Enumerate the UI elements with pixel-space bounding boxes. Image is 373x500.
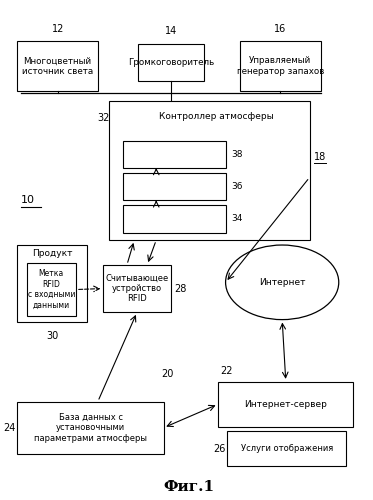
Text: Услуги отображения: Услуги отображения (241, 444, 333, 454)
FancyBboxPatch shape (103, 265, 171, 312)
Ellipse shape (226, 245, 339, 320)
Text: 16: 16 (274, 24, 286, 34)
FancyBboxPatch shape (228, 432, 346, 466)
FancyBboxPatch shape (218, 382, 353, 426)
Text: 14: 14 (165, 26, 177, 36)
Text: 26: 26 (213, 444, 226, 454)
Text: 22: 22 (220, 366, 233, 376)
Text: Продукт: Продукт (32, 249, 72, 258)
Text: 38: 38 (231, 150, 242, 159)
FancyBboxPatch shape (123, 140, 226, 168)
Text: Контроллер атмосферы: Контроллер атмосферы (159, 112, 274, 121)
Text: Фиг.1: Фиг.1 (163, 480, 214, 494)
FancyBboxPatch shape (138, 44, 204, 81)
Text: 28: 28 (175, 284, 187, 294)
Text: 32: 32 (98, 113, 110, 123)
Text: 24: 24 (3, 423, 16, 433)
Text: 18: 18 (314, 152, 326, 162)
FancyBboxPatch shape (18, 245, 87, 322)
Text: 30: 30 (46, 331, 58, 341)
Text: Многоцветный
источник света: Многоцветный источник света (22, 56, 93, 76)
Text: 34: 34 (231, 214, 242, 224)
Text: Интернет: Интернет (259, 278, 305, 287)
Text: Считывающее
устройство
RFID: Считывающее устройство RFID (106, 274, 169, 304)
FancyBboxPatch shape (18, 41, 98, 91)
Text: Интернет-сервер: Интернет-сервер (244, 400, 327, 408)
FancyBboxPatch shape (240, 41, 320, 91)
Text: Громкоговоритель: Громкоговоритель (128, 58, 214, 67)
FancyBboxPatch shape (18, 402, 163, 454)
FancyBboxPatch shape (123, 205, 226, 233)
Text: Управляемый
генератор запахов: Управляемый генератор запахов (236, 56, 324, 76)
Text: 36: 36 (231, 182, 242, 191)
FancyBboxPatch shape (109, 101, 310, 240)
Text: Метка
RFID
с входными
данными: Метка RFID с входными данными (28, 270, 75, 310)
FancyBboxPatch shape (26, 264, 76, 316)
Text: 12: 12 (51, 24, 64, 34)
Text: 10: 10 (21, 196, 35, 205)
Text: База данных с
установочными
параметрами атмосферы: База данных с установочными параметрами … (34, 413, 147, 442)
FancyBboxPatch shape (123, 173, 226, 201)
Text: 20: 20 (161, 370, 173, 380)
